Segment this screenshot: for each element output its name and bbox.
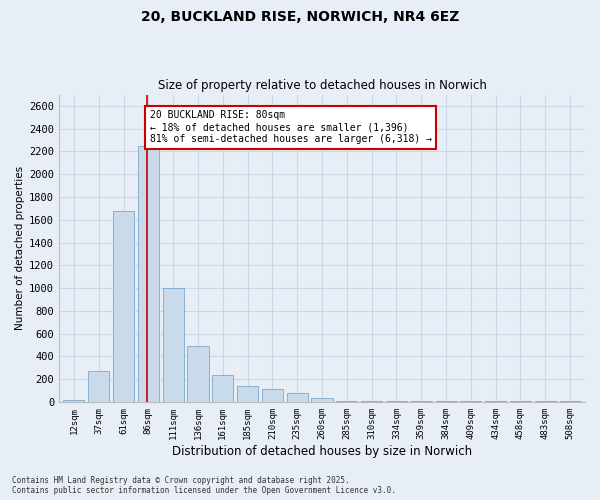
Bar [510,400,531,402]
Bar [311,398,332,402]
Bar [138,146,159,402]
Bar [411,400,432,402]
Text: 20, BUCKLAND RISE, NORWICH, NR4 6EZ: 20, BUCKLAND RISE, NORWICH, NR4 6EZ [141,10,459,24]
Bar [64,400,85,402]
Bar [287,394,308,402]
Bar [113,210,134,402]
Bar [386,400,407,402]
Bar [336,400,358,402]
Y-axis label: Number of detached properties: Number of detached properties [15,166,25,330]
Bar [187,346,209,402]
Bar [535,400,556,402]
Text: Contains HM Land Registry data © Crown copyright and database right 2025.
Contai: Contains HM Land Registry data © Crown c… [12,476,396,495]
Bar [436,400,457,402]
Title: Size of property relative to detached houses in Norwich: Size of property relative to detached ho… [158,79,487,92]
Text: 20 BUCKLAND RISE: 80sqm
← 18% of detached houses are smaller (1,396)
81% of semi: 20 BUCKLAND RISE: 80sqm ← 18% of detache… [149,110,431,144]
Bar [460,400,481,402]
Bar [560,400,581,402]
Bar [88,371,109,402]
Bar [361,400,382,402]
Bar [212,375,233,402]
Bar [485,400,506,402]
Bar [163,288,184,402]
X-axis label: Distribution of detached houses by size in Norwich: Distribution of detached houses by size … [172,444,472,458]
Bar [237,386,258,402]
Bar [262,390,283,402]
